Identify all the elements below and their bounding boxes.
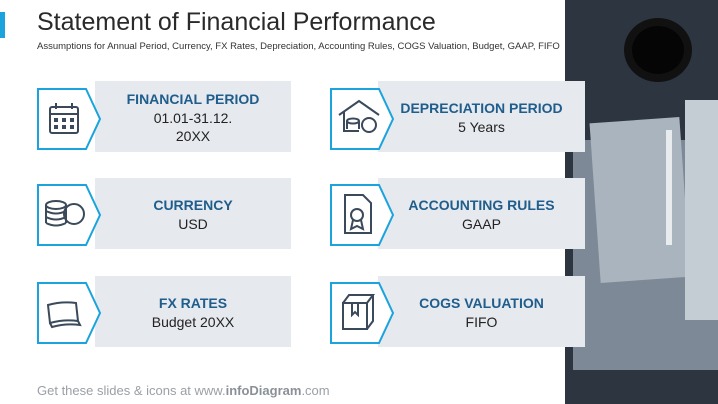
value-line: 5 Years bbox=[458, 119, 505, 135]
card-value: 01.01-31.12. 20XX bbox=[95, 109, 291, 145]
footer-text: .com bbox=[301, 383, 330, 398]
icon-certificate bbox=[330, 184, 395, 246]
card-value: 5 Years bbox=[378, 118, 585, 136]
card-title: DEPRECIATION PERIOD bbox=[400, 100, 563, 116]
icon-box bbox=[330, 282, 395, 344]
card-title: COGS VALUATION bbox=[419, 295, 544, 311]
value-line: Budget 20XX bbox=[151, 314, 235, 330]
subtitle: Assumptions for Annual Period, Currency,… bbox=[37, 41, 560, 52]
value-line: 01.01-31.12. bbox=[153, 110, 233, 126]
card-value: USD bbox=[95, 215, 291, 233]
value-line: FIFO bbox=[465, 314, 498, 330]
card-title: CURRENCY bbox=[153, 197, 233, 213]
accent-tab bbox=[0, 12, 5, 38]
card: FX RATES Budget 20XX bbox=[95, 276, 291, 347]
card-title: FINANCIAL PERIOD bbox=[126, 91, 260, 107]
value-line: 20XX bbox=[175, 128, 211, 144]
icon-banknotes bbox=[37, 282, 102, 344]
card-value: FIFO bbox=[378, 313, 585, 331]
card: CURRENCY USD bbox=[95, 178, 291, 249]
value-line: USD bbox=[178, 216, 208, 232]
footer-text: Get these slides & icons at www. bbox=[37, 383, 226, 398]
card-title: ACCOUNTING RULES bbox=[408, 197, 555, 213]
footer-brand: infoDiagram bbox=[225, 383, 302, 398]
card-value: Budget 20XX bbox=[95, 313, 291, 331]
photo bbox=[565, 0, 718, 404]
card: ACCOUNTING RULES GAAP bbox=[378, 178, 585, 249]
icon-coins bbox=[37, 184, 102, 246]
card: COGS VALUATION FIFO bbox=[378, 276, 585, 347]
card: FINANCIAL PERIOD 01.01-31.12. 20XX bbox=[95, 81, 291, 152]
icon-house-coins bbox=[330, 88, 395, 150]
footer: Get these slides & icons at www.infoDiag… bbox=[37, 383, 330, 398]
card-value: GAAP bbox=[378, 215, 585, 233]
card: DEPRECIATION PERIOD 5 Years bbox=[378, 81, 585, 152]
title: Statement of Financial Performance bbox=[37, 8, 436, 36]
value-line: GAAP bbox=[462, 216, 501, 232]
card-title: FX RATES bbox=[158, 295, 228, 311]
icon-calendar bbox=[37, 88, 102, 150]
